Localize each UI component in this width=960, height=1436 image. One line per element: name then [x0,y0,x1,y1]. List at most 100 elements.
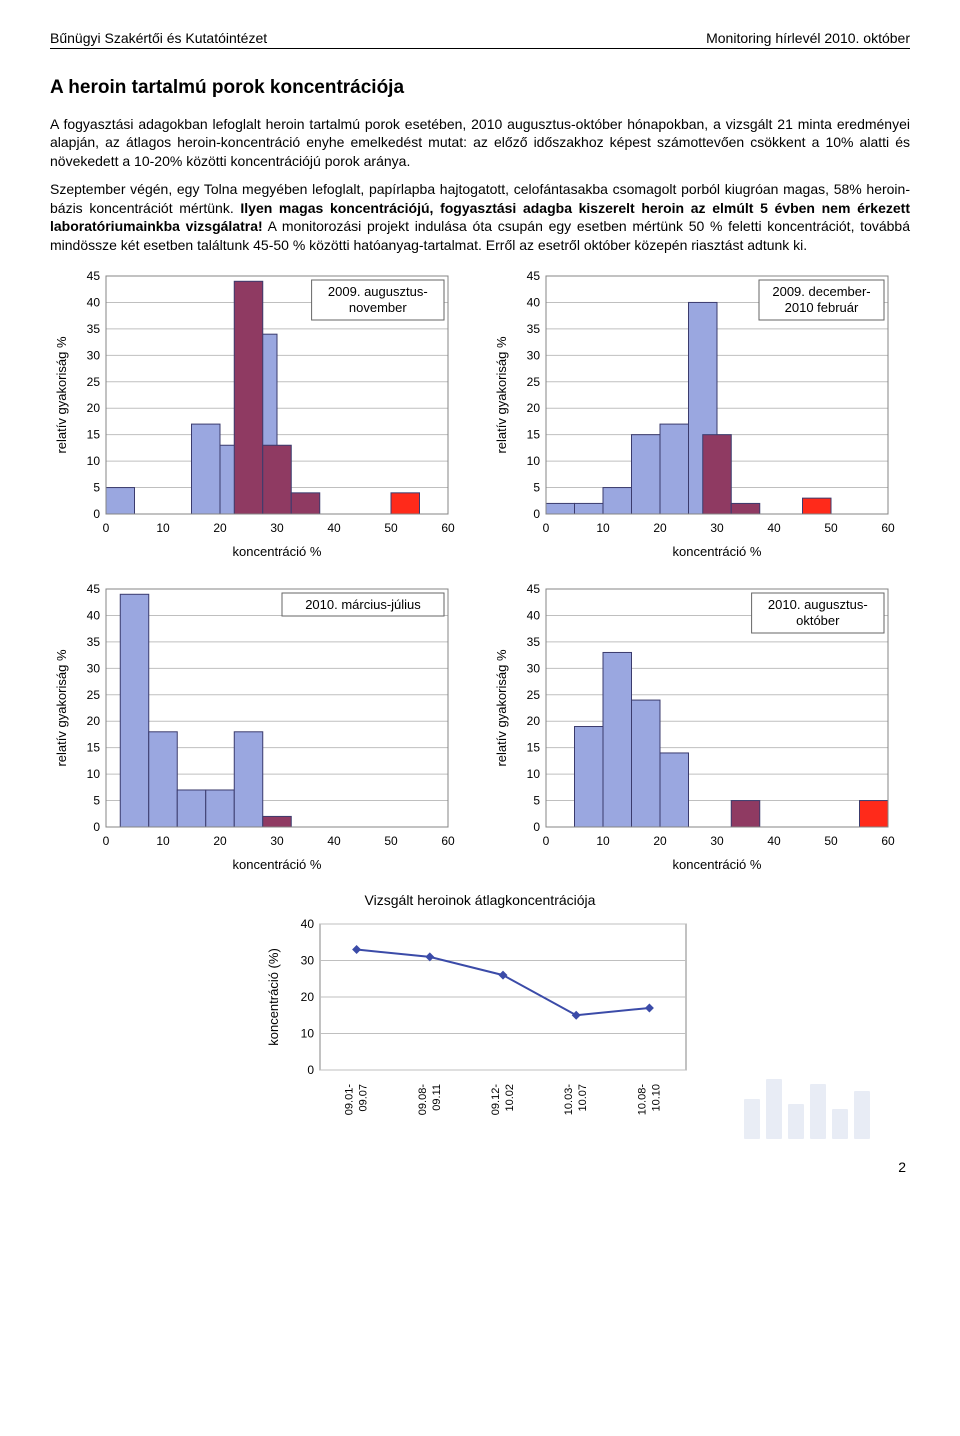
svg-text:október: október [796,613,840,628]
svg-text:20: 20 [653,521,667,535]
svg-text:30: 30 [270,521,284,535]
svg-text:30: 30 [710,521,724,535]
svg-text:koncentráció %: koncentráció % [233,544,322,559]
svg-text:40: 40 [767,834,781,848]
svg-text:10.08-: 10.08- [636,1084,648,1116]
svg-text:40: 40 [527,609,541,623]
svg-text:10: 10 [527,767,541,781]
svg-text:40: 40 [87,609,101,623]
svg-text:10.07: 10.07 [577,1084,589,1112]
svg-text:2010. március-július: 2010. március-július [305,597,421,612]
svg-text:0: 0 [543,521,550,535]
svg-text:45: 45 [527,269,541,283]
svg-text:30: 30 [87,662,101,676]
watermark-icon [744,1079,870,1139]
header-left: Bűnügyi Szakértői és Kutatóintézet [50,30,267,46]
svg-text:2010. augusztus-: 2010. augusztus- [768,597,868,612]
svg-text:0: 0 [543,834,550,848]
svg-text:0: 0 [93,820,100,834]
svg-text:0: 0 [93,507,100,521]
svg-text:30: 30 [270,834,284,848]
svg-text:35: 35 [527,635,541,649]
svg-text:10.02: 10.02 [504,1084,516,1112]
svg-text:45: 45 [87,269,101,283]
page-title: A heroin tartalmú porok koncentrációja [50,77,910,99]
svg-text:40: 40 [87,296,101,310]
paragraph-2: Szeptember végén, egy Tolna megyében lef… [50,180,910,254]
svg-text:koncentráció %: koncentráció % [673,544,762,559]
svg-text:5: 5 [533,481,540,495]
svg-text:relatív gyakoriság %: relatív gyakoriság % [54,649,69,766]
svg-text:20: 20 [213,521,227,535]
chart-2009-aug-nov: 0510152025303540450102030405060koncentrá… [50,264,470,569]
svg-text:40: 40 [327,521,341,535]
svg-text:09.08-: 09.08- [417,1084,429,1116]
svg-text:10.10: 10.10 [650,1084,662,1112]
svg-text:40: 40 [301,917,315,931]
svg-text:10: 10 [527,454,541,468]
svg-text:0: 0 [103,834,110,848]
svg-text:35: 35 [87,322,101,336]
svg-text:09.01-: 09.01- [344,1084,356,1116]
svg-text:30: 30 [87,349,101,363]
svg-text:50: 50 [824,521,838,535]
page-number: 2 [50,1159,910,1175]
svg-text:relatív gyakoriság %: relatív gyakoriság % [54,336,69,453]
svg-text:40: 40 [767,521,781,535]
svg-text:25: 25 [87,375,101,389]
line-chart-title: Vizsgált heroinok átlagkoncentrációja [365,892,596,908]
svg-text:10: 10 [301,1027,315,1041]
chart-2009-dec-2010-feb: 0510152025303540450102030405060koncentrá… [490,264,910,569]
svg-text:25: 25 [527,688,541,702]
svg-text:10: 10 [596,834,610,848]
svg-text:10: 10 [87,767,101,781]
svg-text:0: 0 [533,820,540,834]
svg-text:20: 20 [87,402,101,416]
svg-text:25: 25 [527,375,541,389]
svg-text:60: 60 [881,521,895,535]
svg-text:10: 10 [156,834,170,848]
svg-text:15: 15 [527,428,541,442]
svg-text:20: 20 [527,402,541,416]
paragraph-1: A fogyasztási adagokban lefoglalt heroin… [50,115,910,170]
svg-text:20: 20 [213,834,227,848]
svg-text:50: 50 [384,834,398,848]
svg-text:0: 0 [103,521,110,535]
svg-text:10.03-: 10.03- [563,1084,575,1116]
svg-text:koncentráció %: koncentráció % [673,857,762,872]
svg-text:35: 35 [527,322,541,336]
svg-text:2010 február: 2010 február [785,300,859,315]
svg-text:50: 50 [824,834,838,848]
chart-2010-aug-oct: 0510152025303540450102030405060koncentrá… [490,577,910,882]
svg-text:09.11: 09.11 [431,1084,443,1111]
svg-text:30: 30 [527,349,541,363]
svg-text:15: 15 [87,428,101,442]
svg-text:30: 30 [710,834,724,848]
svg-text:45: 45 [87,582,101,596]
svg-text:20: 20 [87,715,101,729]
svg-text:50: 50 [384,521,398,535]
page-header: Bűnügyi Szakértői és Kutatóintézet Monit… [50,30,910,49]
svg-text:0: 0 [307,1063,314,1077]
svg-text:november: november [349,300,407,315]
svg-text:2009. december-: 2009. december- [772,284,870,299]
svg-text:60: 60 [881,834,895,848]
svg-text:koncentráció (%): koncentráció (%) [266,949,281,1047]
svg-text:5: 5 [533,794,540,808]
svg-text:10: 10 [87,454,101,468]
svg-text:relatív gyakoriság %: relatív gyakoriság % [494,336,509,453]
svg-text:5: 5 [93,481,100,495]
line-chart: 01020304009.01-09.0709.08-09.1109.12-10.… [260,914,700,1149]
svg-text:20: 20 [527,715,541,729]
svg-text:30: 30 [527,662,541,676]
svg-text:20: 20 [653,834,667,848]
svg-text:09.07: 09.07 [358,1084,370,1112]
svg-text:relatív gyakoriság %: relatív gyakoriság % [494,649,509,766]
svg-text:60: 60 [441,521,455,535]
svg-text:10: 10 [596,521,610,535]
svg-text:0: 0 [533,507,540,521]
svg-text:2009. augusztus-: 2009. augusztus- [328,284,428,299]
svg-text:25: 25 [87,688,101,702]
header-right: Monitoring hírlevél 2010. október [706,30,910,46]
svg-text:60: 60 [441,834,455,848]
